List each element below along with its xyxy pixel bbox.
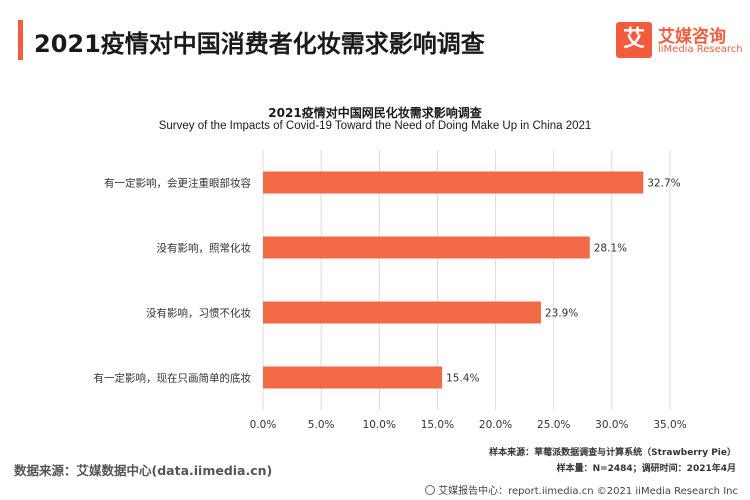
logo-text-cn: 艾媒咨询 — [658, 27, 726, 47]
title-accent-bar — [18, 20, 23, 60]
bar — [263, 171, 644, 194]
x-tick-label: 5.0% — [308, 419, 335, 431]
x-tick-label: 20.0% — [479, 419, 512, 431]
page-title: 2021疫情对中国消费者化妆需求影响调查 — [34, 30, 485, 58]
footer: 艾媒报告中心：report.iimedia.cn ©2021 iiMedia R… — [425, 482, 738, 497]
logo-text-en: iiMedia Research — [658, 44, 743, 55]
x-tick-label: 35.0% — [653, 419, 686, 431]
sample-size-note: 样本量：N=2484；调研时间：2021年4月 — [556, 464, 736, 474]
value-label: 15.4% — [446, 373, 479, 385]
brand-logo: 艾 艾媒咨询 iiMedia Research — [616, 22, 743, 62]
x-tick-label: 10.0% — [363, 419, 396, 431]
x-tick-label: 30.0% — [595, 419, 628, 431]
data-source: 数据来源：艾媒数据中心(data.iimedia.cn) — [14, 463, 273, 478]
report-center-icon — [425, 485, 436, 495]
category-label: 没有影响，照常化妆 — [157, 242, 252, 255]
category-label: 没有影响，习惯不化妆 — [146, 307, 251, 320]
x-tick-label: 25.0% — [537, 419, 570, 431]
logo-icon: 艾 — [616, 22, 652, 58]
chart-subtitle: Survey of the Impacts of Covid-19 Toward… — [158, 120, 592, 132]
chart-title: 2021疫情对中国网民化妆需求影响调查 — [268, 106, 482, 120]
sample-source-note: 样本来源：草莓派数据调查与计算系统（Strawberry Pie） — [489, 448, 736, 458]
value-label: 28.1% — [594, 243, 627, 255]
bar — [263, 301, 541, 324]
category-label: 有一定影响，会更注重眼部妆容 — [104, 177, 251, 190]
x-tick-label: 0.0% — [250, 419, 277, 431]
value-label: 23.9% — [545, 308, 578, 320]
category-label: 有一定影响，现在只画简单的底妆 — [94, 372, 252, 385]
x-tick-label: 15.0% — [421, 419, 454, 431]
footer-text: 艾媒报告中心：report.iimedia.cn ©2021 iiMedia R… — [438, 486, 738, 497]
bar — [263, 366, 443, 389]
bar-chart: 0.0% 5.0% 10.0% 15.0% 20.0% 25.0% 30.0% 35.0% 有一… — [94, 150, 687, 431]
value-label: 32.7% — [647, 178, 680, 190]
bar — [263, 236, 590, 259]
